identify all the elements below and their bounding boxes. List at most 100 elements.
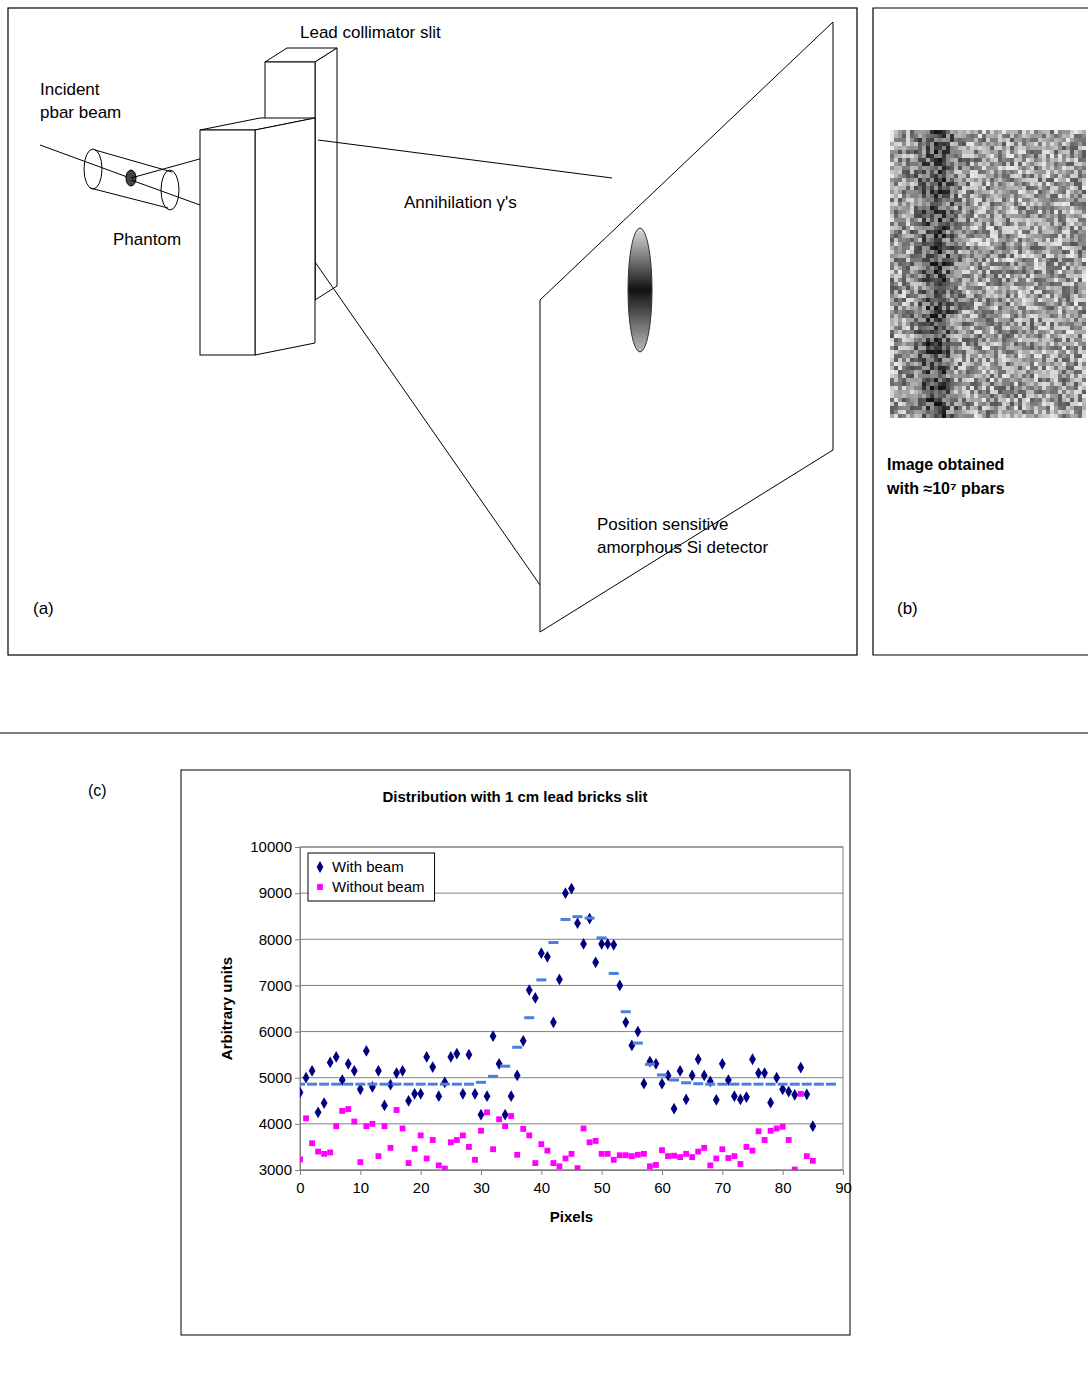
image-pixel (958, 286, 962, 290)
image-pixel (1006, 282, 1010, 286)
image-pixel (986, 174, 990, 178)
image-pixel (986, 282, 990, 286)
image-pixel (930, 222, 934, 226)
image-pixel (966, 202, 970, 206)
image-pixel (1002, 182, 1006, 186)
image-pixel (990, 222, 994, 226)
image-pixel (1070, 130, 1074, 134)
image-pixel (1074, 238, 1078, 242)
image-pixel (1042, 198, 1046, 202)
cylinder-edge (90, 188, 168, 208)
image-pixel (914, 190, 918, 194)
image-pixel (906, 286, 910, 290)
image-pixel (1006, 250, 1010, 254)
image-pixel (1062, 278, 1066, 282)
image-pixel (982, 182, 986, 186)
image-pixel (890, 214, 894, 218)
image-pixel (1050, 154, 1054, 158)
image-pixel (890, 218, 894, 222)
image-pixel (942, 134, 946, 138)
image-pixel (990, 158, 994, 162)
image-pixel (994, 178, 998, 182)
image-pixel (906, 214, 910, 218)
image-pixel (970, 234, 974, 238)
image-pixel (994, 278, 998, 282)
image-pixel (1030, 242, 1034, 246)
image-pixel (982, 174, 986, 178)
image-pixel (950, 194, 954, 198)
image-pixel (902, 286, 906, 290)
image-pixel (950, 210, 954, 214)
image-pixel (994, 222, 998, 226)
image-pixel (962, 246, 966, 250)
image-pixel (1002, 222, 1006, 226)
image-pixel (914, 254, 918, 258)
image-pixel (938, 142, 942, 146)
image-pixel (918, 238, 922, 242)
image-pixel (1006, 278, 1010, 282)
image-pixel (950, 206, 954, 210)
image-pixel (1046, 254, 1050, 258)
image-pixel (1062, 238, 1066, 242)
image-pixel (966, 278, 970, 282)
image-pixel (942, 202, 946, 206)
image-pixel (910, 290, 914, 294)
image-pixel (918, 270, 922, 274)
image-pixel (890, 266, 894, 270)
image-pixel (1018, 150, 1022, 154)
image-pixel (994, 146, 998, 150)
image-pixel (1022, 186, 1026, 190)
image-pixel (1062, 258, 1066, 262)
image-pixel (898, 262, 902, 266)
image-pixel (1066, 170, 1070, 174)
image-pixel (1066, 146, 1070, 150)
image-pixel (926, 146, 930, 150)
image-pixel (926, 286, 930, 290)
image-pixel (1022, 134, 1026, 138)
image-pixel (1070, 178, 1074, 182)
image-pixel (894, 210, 898, 214)
image-pixel (942, 150, 946, 154)
image-pixel (998, 266, 1002, 270)
image-pixel (1022, 154, 1026, 158)
image-pixel (930, 194, 934, 198)
image-pixel (1050, 190, 1054, 194)
image-pixel (1006, 246, 1010, 250)
image-pixel (934, 230, 938, 234)
image-pixel (1066, 218, 1070, 222)
image-pixel (914, 274, 918, 278)
image-pixel (1014, 266, 1018, 270)
image-pixel (1038, 202, 1042, 206)
image-pixel (898, 154, 902, 158)
image-pixel (978, 134, 982, 138)
image-pixel (930, 218, 934, 222)
image-pixel (914, 162, 918, 166)
image-pixel (1030, 250, 1034, 254)
image-pixel (938, 170, 942, 174)
detector-label: amorphous Si detector (597, 538, 768, 557)
image-pixel (962, 214, 966, 218)
image-pixel (1074, 146, 1078, 150)
image-pixel (946, 190, 950, 194)
image-pixel (902, 206, 906, 210)
image-pixel (1034, 134, 1038, 138)
image-pixel (946, 278, 950, 282)
image-pixel (1006, 178, 1010, 182)
image-pixel (962, 182, 966, 186)
image-pixel (970, 198, 974, 202)
image-pixel (1058, 130, 1062, 134)
image-pixel (1046, 150, 1050, 154)
image-pixel (1070, 218, 1074, 222)
image-pixel (922, 238, 926, 242)
image-pixel (1082, 174, 1086, 178)
image-pixel (1038, 262, 1042, 266)
image-pixel (1070, 266, 1074, 270)
image-pixel (1002, 226, 1006, 230)
image-pixel (942, 154, 946, 158)
image-pixel (1050, 258, 1054, 262)
image-pixel (962, 218, 966, 222)
image-pixel (962, 270, 966, 274)
image-pixel (1006, 146, 1010, 150)
image-pixel (1066, 250, 1070, 254)
image-pixel (978, 262, 982, 266)
